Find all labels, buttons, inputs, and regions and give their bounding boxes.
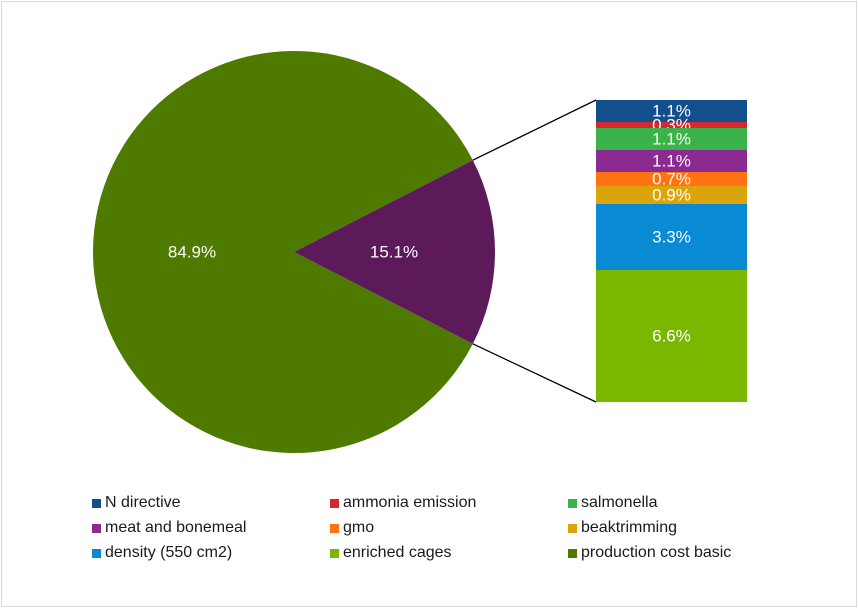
legend-swatch — [568, 498, 577, 508]
legend-item-n-directive: N directive — [92, 492, 330, 514]
legend-swatch — [568, 523, 577, 533]
legend-label: salmonella — [581, 494, 658, 511]
legend-item-gmo: gmo — [330, 517, 568, 539]
legend-item-meat-and-bonemeal: meat and bonemeal — [92, 517, 330, 539]
legend-label: enriched cages — [343, 544, 452, 561]
legend-label: beaktrimming — [581, 519, 678, 536]
bar-label-enriched-cages: 6.6% — [652, 326, 691, 345]
bar-segment-meat-and-bonemeal — [596, 150, 747, 172]
connector-line-bottom — [472, 343, 597, 403]
bar-label-meat-and-bonemeal: 1.1% — [652, 151, 691, 170]
legend-label: ammonia emission — [343, 494, 477, 511]
legend-swatch — [330, 498, 339, 508]
legend-item-ammonia-emission: ammonia emission — [330, 492, 568, 514]
bar-label-n-directive: 1.1% — [652, 101, 691, 120]
legend: N directive ammonia emission salmonella mea… — [92, 492, 812, 564]
bar-label-density-550-cm2: 3.3% — [652, 227, 691, 246]
pie-slice-other — [294, 160, 495, 344]
bar-label-beaktrimming: 0.9% — [652, 185, 691, 204]
pie-label-main: 84.9% — [168, 242, 216, 261]
bar-segment-beaktrimming — [596, 186, 747, 204]
legend-label: N directive — [105, 494, 181, 511]
legend-label: gmo — [343, 519, 375, 536]
legend-swatch — [330, 523, 339, 533]
legend-swatch — [92, 523, 101, 533]
legend-swatch — [92, 548, 101, 558]
legend-swatch — [330, 548, 339, 558]
bar-segment-n-directive — [596, 100, 747, 122]
bar-segment-density-550-cm2 — [596, 204, 747, 270]
legend-swatch — [568, 548, 577, 558]
legend-label: density (550 cm2) — [105, 544, 233, 561]
bar-segment-ammonia-emission — [596, 122, 747, 128]
legend-item-beaktrimming: beaktrimming — [568, 517, 812, 539]
bar-label-gmo: 0.7% — [652, 169, 691, 188]
legend-item-production-cost-basic: production cost basic — [568, 542, 812, 564]
bar-segment-gmo — [596, 172, 747, 186]
bar-segment-enriched-cages — [596, 270, 747, 402]
legend-item-enriched-cages: enriched cages — [330, 542, 568, 564]
legend-label: meat and bonemeal — [105, 519, 247, 536]
legend-item-density-550-cm2: density (550 cm2) — [92, 542, 330, 564]
legend-item-salmonella: salmonella — [568, 492, 812, 514]
pie-label-other: 15.1% — [370, 242, 418, 261]
legend-label: production cost basic — [581, 544, 732, 561]
bar-label-salmonella: 1.1% — [652, 129, 691, 148]
bar-segment-salmonella — [596, 128, 747, 150]
connector-line-top — [472, 99, 597, 161]
pie-slice-production-cost-basic — [92, 50, 473, 453]
legend-swatch — [92, 498, 101, 508]
